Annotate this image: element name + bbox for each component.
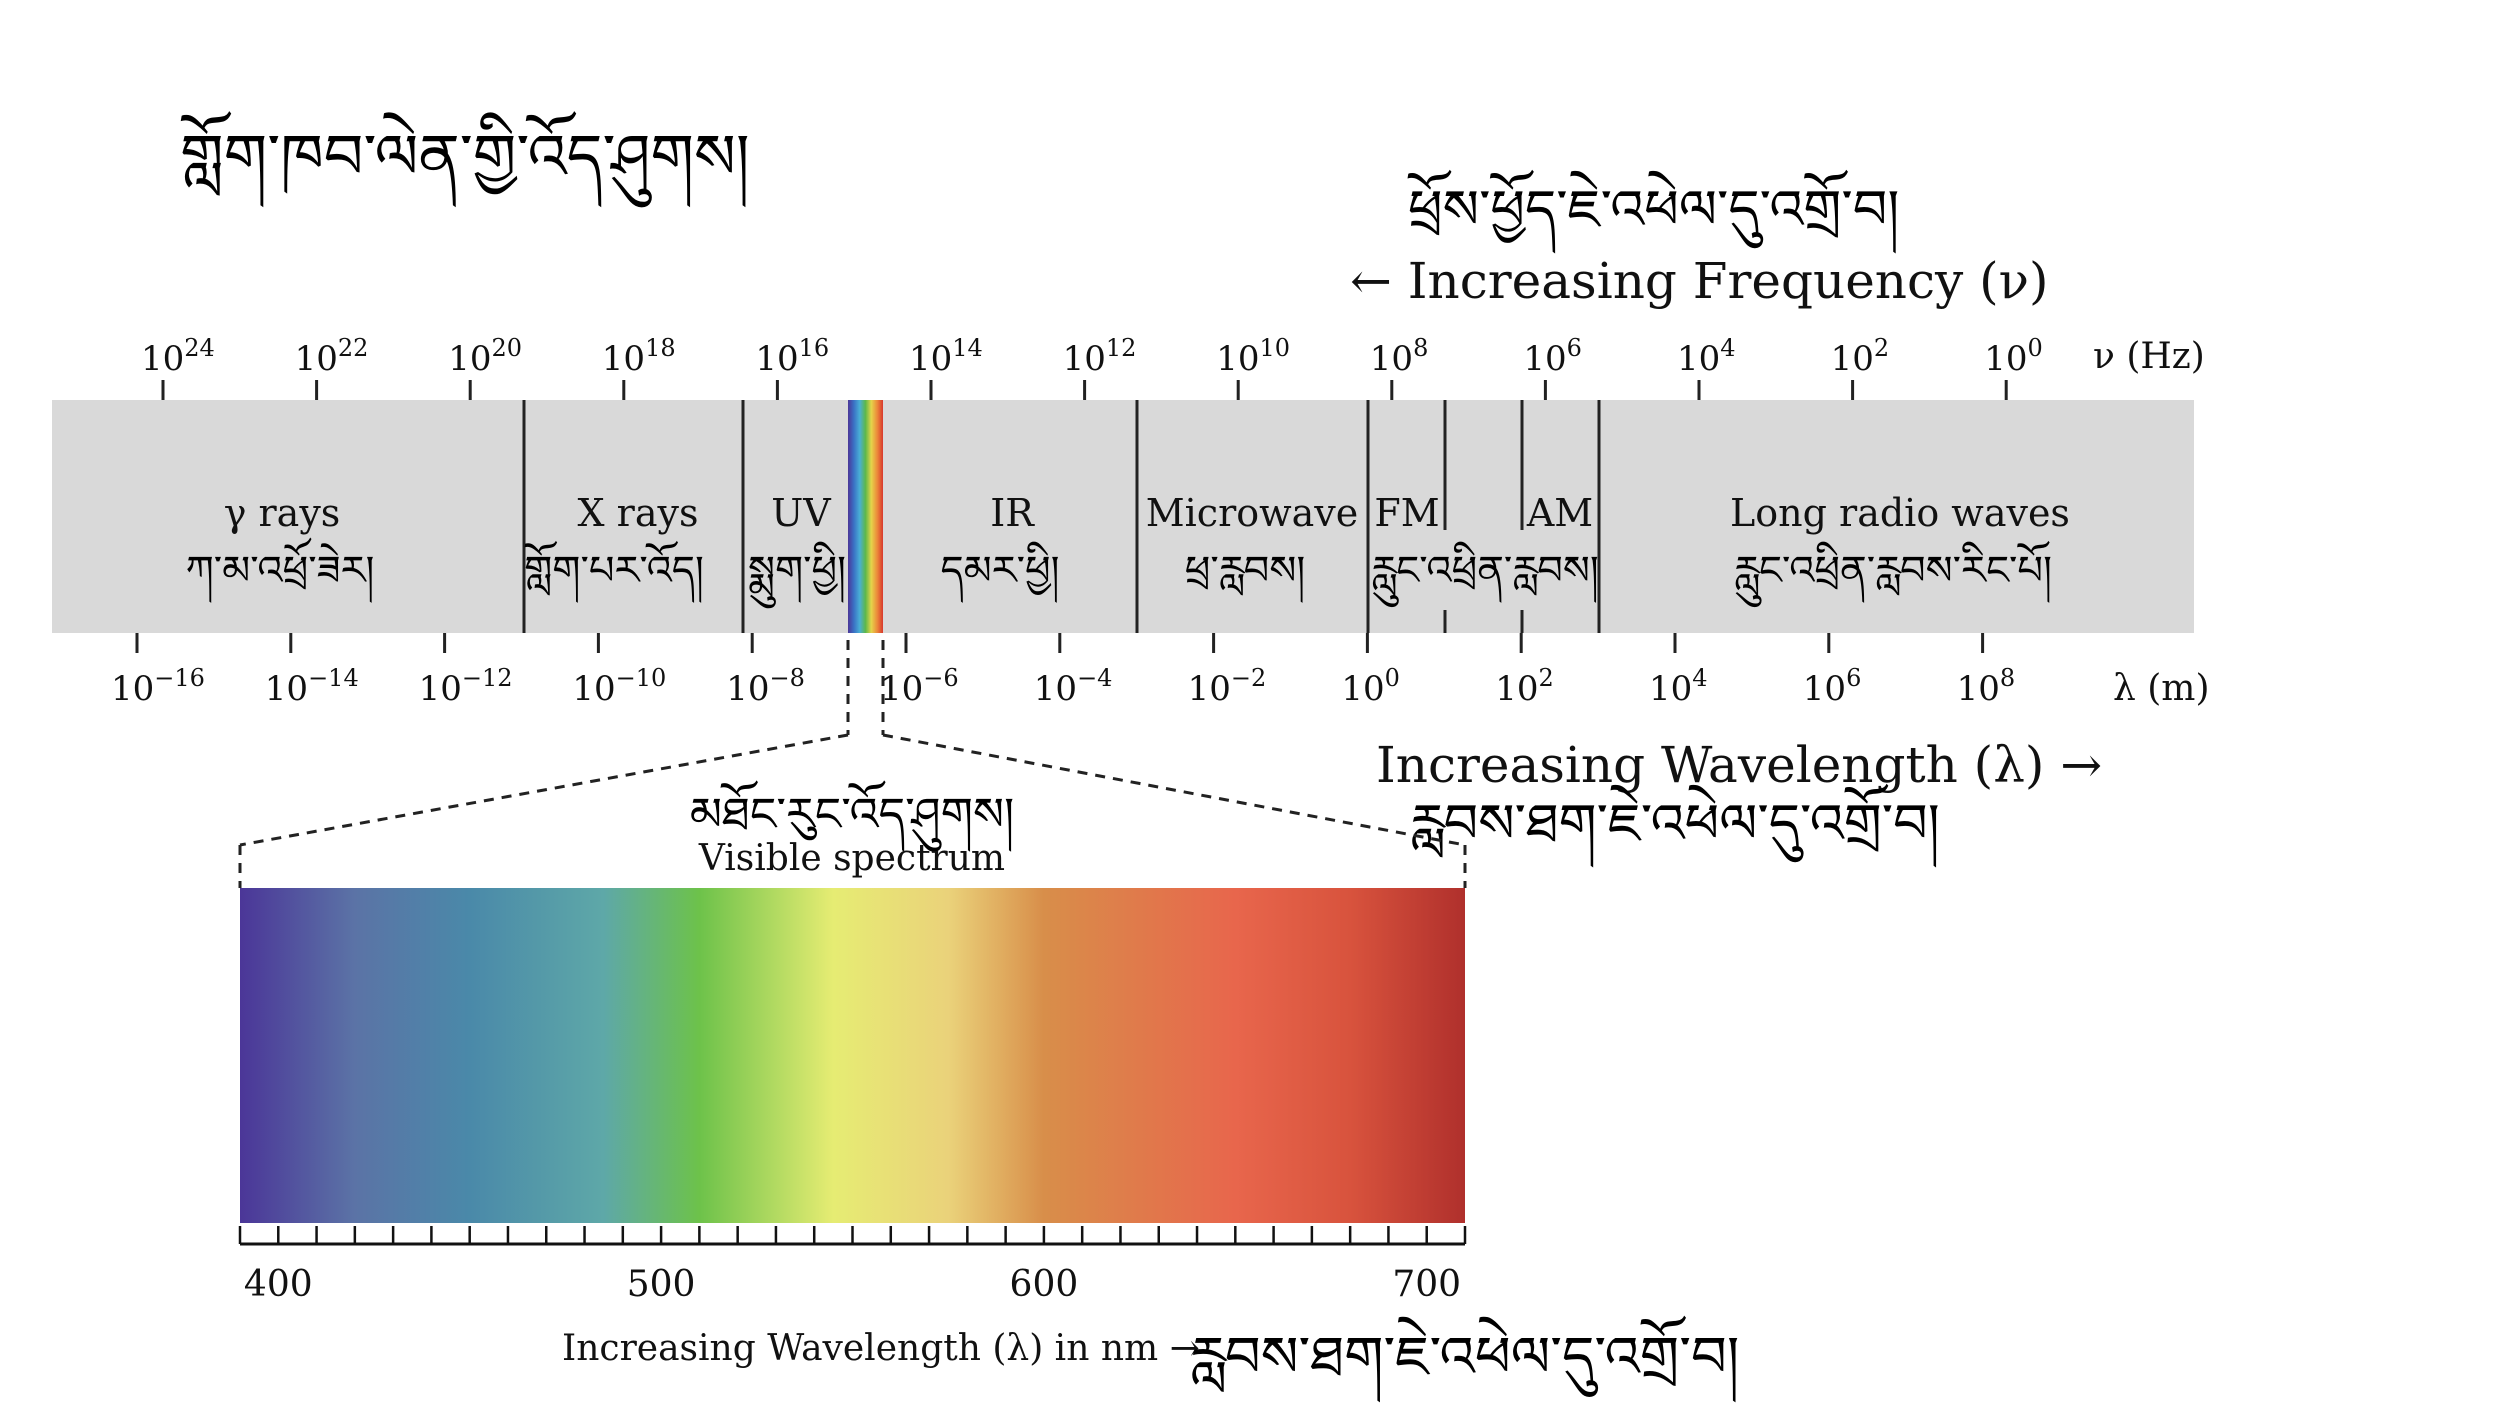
wavelength-axis: 10−16 10−14 10−12 10−10 10−8 10−6 10−4 10−2 100 1… [111, 633, 2015, 709]
page-title: གློག་ཁབ་ལེན་གྱི་འོད་ཤུགས། [180, 111, 750, 208]
frequency-tick-label: 1010 [1216, 334, 1290, 379]
wavelength-tick-label: 100 [1341, 664, 1400, 709]
frequency-tick-label: 106 [1523, 334, 1582, 379]
band-uv-label: UV [771, 491, 831, 535]
wavelength-tick-label: 10−14 [265, 664, 359, 709]
visible-tick-label: 600 [1010, 1264, 1079, 1305]
frequency-heading: ← Increasing Frequency (ν) [1350, 252, 2049, 310]
wavelength-unit: λ (m) [2113, 668, 2210, 709]
wavelength-heading-tibetan: རླབས་ཐག་ཇེ་འཕེལ་དུ་འགྲོ་བ། [1410, 783, 1940, 868]
band-ir-label-tibetan: དམར་ཕྱི། [940, 541, 1059, 603]
band-fm-label: FM [1374, 491, 1439, 535]
visible-axis-label-tibetan: རླབས་ཐག་ཇེ་འཕེལ་དུ་འགྲོ་བ། [1190, 1315, 1739, 1403]
zoom-line-left [239, 733, 849, 847]
frequency-tick-label: 1014 [909, 334, 983, 379]
band-dividers [522, 400, 1601, 633]
band-gamma-label-tibetan: ཀ་མ་འཕྲོ་ཟེར། [186, 537, 375, 603]
wavelength-tick-label: 10−8 [726, 664, 805, 709]
band-gamma-label: γ rays [224, 491, 341, 535]
zoom-lines [238, 640, 1467, 888]
visible-label: Visible spectrum [698, 838, 1005, 879]
visible-tick-label: 700 [1392, 1264, 1461, 1305]
frequency-tick-label: 1016 [755, 334, 829, 379]
frequency-unit: ν (Hz) [2093, 336, 2205, 377]
wavelength-tick-label: 10−2 [1188, 664, 1267, 709]
wavelength-tick-label: 108 [1957, 664, 2016, 709]
visible-tick-label: 400 [244, 1264, 313, 1305]
spectrum-band [52, 400, 2194, 633]
band-microwave-label: Microwave [1146, 491, 1359, 535]
frequency-heading-tibetan: ཕྲོས་ཕྱོད་ཇེ་འཕེལ་དུ་འགྲོ་བ། [1407, 169, 1900, 254]
wavelength-tick-label: 10−12 [419, 664, 513, 709]
frequency-tick-label: 1022 [295, 334, 369, 379]
visible-tick-label: 500 [627, 1264, 696, 1305]
wavelength-tick-label: 106 [1803, 664, 1862, 709]
frequency-tick-label: 1024 [141, 334, 215, 379]
frequency-tick-label: 1018 [602, 334, 676, 379]
visible-label-tibetan: མཐོང་རུང་འོད་ཤུགས། [690, 780, 1015, 852]
wavelength-tick-label: 10−10 [572, 664, 666, 709]
band-xray-label-tibetan: གློག་པར་འོད། [524, 540, 704, 603]
band-labels: γ rays ཀ་མ་འཕྲོ་ཟེར། X rays གློག་པར་འོད།… [186, 491, 2070, 609]
wavelength-tick-label: 102 [1495, 664, 1554, 709]
zoom-line-right [882, 733, 1466, 847]
frequency-tick-label: 102 [1831, 334, 1890, 379]
visible-spectrum-gradient [240, 888, 1465, 1223]
wavelength-tick-label: 10−4 [1034, 664, 1113, 709]
frequency-tick-label: 1020 [448, 334, 522, 379]
band-am-label: AM [1526, 491, 1593, 535]
wavelength-heading: Increasing Wavelength (λ) → [1376, 736, 2102, 794]
frequency-tick-label: 1012 [1063, 334, 1137, 379]
wavelength-tick-label: 10−16 [111, 664, 205, 709]
band-long-radio-label: Long radio waves [1730, 491, 2070, 535]
frequency-tick-label: 108 [1370, 334, 1429, 379]
frequency-tick-label: 104 [1677, 334, 1736, 379]
visible-axis: 400 500 600 700 [238, 1226, 1467, 1305]
visible-axis-label: Increasing Wavelength (λ) in nm → [562, 1328, 1200, 1369]
frequency-tick-label: 100 [1984, 334, 2043, 379]
wavelength-tick-label: 10−6 [880, 664, 959, 709]
rainbow-strip [848, 400, 883, 633]
wavelength-tick-label: 104 [1649, 664, 1708, 709]
band-ir-label: IR [990, 491, 1035, 535]
band-microwave-label-tibetan: ཕྲ་རླབས། [1185, 548, 1305, 603]
frequency-axis: 1024 1022 1020 1018 1016 1014 1012 1010 108 106 10… [141, 334, 2043, 400]
band-xray-label: X rays [578, 491, 699, 535]
